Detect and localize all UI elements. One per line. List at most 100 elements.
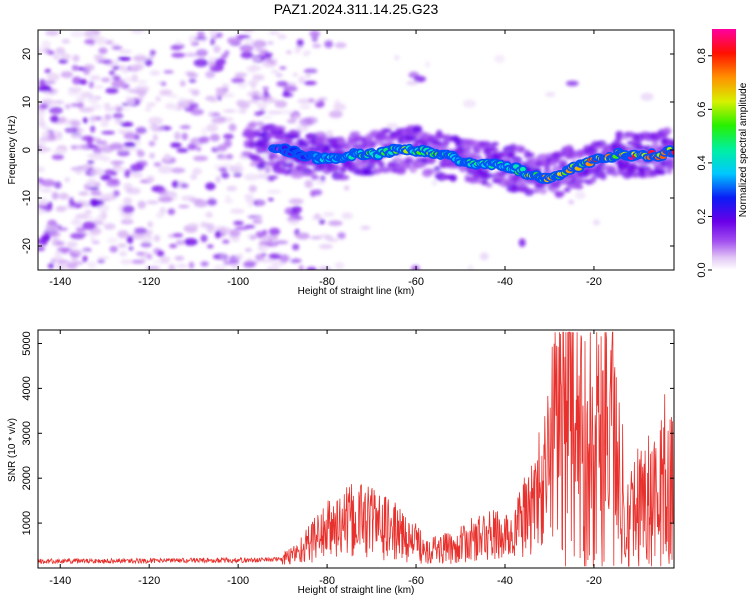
spectrogram-cell xyxy=(292,115,301,119)
spectrogram-cell xyxy=(103,103,111,108)
spectrogram-cell xyxy=(79,107,95,113)
spectrogram-cell xyxy=(146,102,156,108)
spectrogram-cell xyxy=(120,121,134,127)
spectrogram-cell xyxy=(151,126,164,132)
colorbar-ticks: 0.0 0.2 0.4 0.6 0.8 xyxy=(696,48,712,278)
spectrogram-cell xyxy=(288,198,304,205)
spectrogram-cell xyxy=(485,183,493,188)
spectrogram-cell xyxy=(236,253,244,260)
spectrogram-cell xyxy=(86,138,94,145)
spectrogram-cell xyxy=(263,89,269,97)
spectrogram-cell xyxy=(244,248,253,252)
x-tick-label: -80 xyxy=(319,276,335,288)
spectrogram-cell xyxy=(118,49,132,54)
spectrogram-cell xyxy=(89,75,101,81)
spectrogram-cell xyxy=(123,132,139,140)
spectrogram-cell xyxy=(251,65,262,71)
spectrogram-cell xyxy=(220,172,230,179)
spectrogram-cell xyxy=(666,167,673,175)
spectrogram-cell xyxy=(247,79,259,86)
spectrogram-cell xyxy=(305,133,317,139)
spectrogram-cell xyxy=(487,147,499,153)
spectrogram-cell xyxy=(165,102,176,110)
spectrogram-cell xyxy=(128,246,134,251)
spectrogram-cell xyxy=(171,180,180,188)
colorbar: 0.0 0.2 0.4 0.6 0.8 Normalized spectral ampl… xyxy=(696,29,749,278)
spectrogram-cell xyxy=(50,258,57,264)
spectrogram-cell xyxy=(40,188,53,193)
spectrogram-cell xyxy=(268,253,282,260)
spectrogram-cell xyxy=(170,45,182,51)
spectrogram-cell xyxy=(133,54,148,63)
spectrogram-cell xyxy=(223,258,229,266)
spectrogram-cell xyxy=(187,72,199,78)
spectrogram-cell xyxy=(590,175,597,183)
spectrogram-cell xyxy=(246,233,258,240)
spectrogram-cell xyxy=(93,228,103,234)
spectrogram-cell xyxy=(178,97,187,103)
spectrogram-cell xyxy=(599,172,607,181)
x-tick-label: -40 xyxy=(497,276,513,288)
spectrogram-cell xyxy=(411,265,420,270)
spectrogram-cell xyxy=(38,120,46,128)
y-tick-label: 4000 xyxy=(21,376,33,400)
spectrogram-cell xyxy=(56,240,65,247)
spectrogram-cell xyxy=(433,166,441,172)
spectrogram-cell xyxy=(72,76,82,85)
spectrogram-cell xyxy=(236,109,248,114)
spectrogram-cell xyxy=(289,134,301,139)
spectrogram-cell xyxy=(171,52,186,58)
spectrogram-cell xyxy=(263,52,273,58)
spectrogram-cell xyxy=(124,169,131,178)
spectrogram-cell xyxy=(479,252,489,261)
spectrogram-cell xyxy=(159,207,167,215)
spectrogram-cell xyxy=(157,165,173,174)
spectrogram-cell xyxy=(527,152,535,158)
spectrogram-cell xyxy=(58,192,69,200)
colorbar-tick-label: 0.4 xyxy=(696,155,708,170)
spectrogram-cell xyxy=(223,133,234,140)
spectrogram-cell xyxy=(251,95,261,101)
spectrogram-cell xyxy=(315,179,326,185)
spectrogram-cell xyxy=(168,264,176,270)
spectrogram-cell xyxy=(277,34,287,40)
spectrogram-cell xyxy=(413,75,426,83)
colorbar-gradient xyxy=(712,29,736,270)
spectrogram-cell xyxy=(667,159,674,166)
spectrogram-cell xyxy=(75,213,89,219)
spectrogram-cell xyxy=(288,129,302,136)
spectrogram-cell xyxy=(294,46,301,55)
x-tick-label: -140 xyxy=(49,575,71,587)
spectrogram-cell xyxy=(215,175,221,184)
y-tick-label: 10 xyxy=(21,96,33,108)
spectrogram-cell xyxy=(196,49,208,57)
spectrogram-cell xyxy=(268,227,281,236)
spectrogram-cell xyxy=(337,136,345,145)
spectrogram-cell xyxy=(113,76,121,80)
spectrogram-cell xyxy=(671,150,674,155)
spectrogram-cell xyxy=(130,259,146,264)
spectrogram-cell xyxy=(148,116,164,126)
x-tick-label: -60 xyxy=(408,276,424,288)
spectrogram-cell xyxy=(70,134,83,139)
spectrogram-cell xyxy=(315,135,327,145)
spectrogram-cell xyxy=(79,79,88,85)
spectrogram-cell xyxy=(267,110,282,115)
spectrogram-cell xyxy=(106,192,114,200)
spectrogram-cell xyxy=(94,220,105,225)
spectrogram-cell xyxy=(57,131,63,140)
spectrogram-cell xyxy=(158,196,173,203)
spectrogram-cell xyxy=(38,79,46,87)
spectrogram-cell xyxy=(563,187,571,193)
spectrogram-cell xyxy=(87,144,98,148)
spectrogram-cell xyxy=(200,234,208,243)
spectrogram-cell xyxy=(70,30,85,38)
spectrogram-cell xyxy=(178,204,190,209)
spectrogram-cell xyxy=(184,52,199,57)
spectrogram-cell xyxy=(274,240,289,245)
spectrogram-cell xyxy=(205,182,216,191)
spectrogram-cell xyxy=(222,239,230,244)
spectrogram-cell xyxy=(292,72,298,77)
spectrogram-cell xyxy=(223,109,237,113)
spectrogram-cell xyxy=(109,245,118,253)
